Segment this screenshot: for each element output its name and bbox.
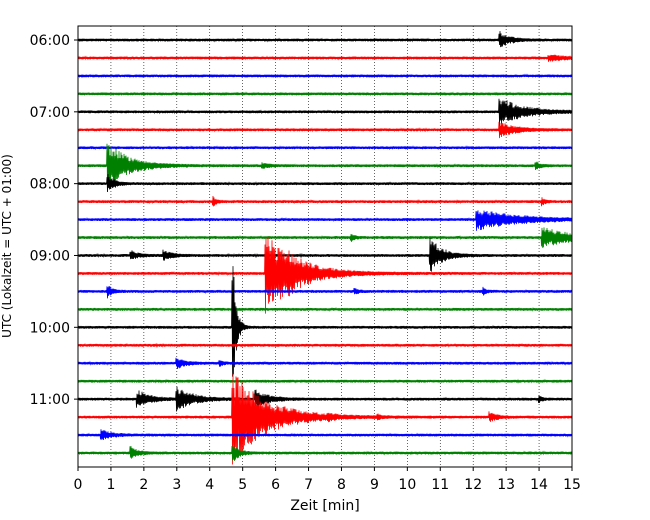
- trace-line: [77, 121, 573, 139]
- x-tick-label: 7: [304, 477, 313, 493]
- trace-line: [77, 238, 573, 272]
- trace-line: [77, 357, 573, 369]
- trace-line: [77, 236, 573, 314]
- x-tick-label: 15: [563, 477, 581, 493]
- trace-line: [77, 31, 573, 48]
- x-axis-label: Zeit [min]: [290, 498, 359, 514]
- trace-line: [77, 91, 573, 97]
- y-tick-label: 07:00: [30, 105, 70, 121]
- trace-line: [77, 210, 573, 231]
- trace-line: [77, 285, 573, 299]
- y-axis-label: UTC (Lokalzeit = UTC + 01:00): [0, 154, 14, 338]
- x-tick-label: 1: [106, 477, 115, 493]
- x-tick-label: 9: [370, 477, 379, 493]
- x-tick-label: 14: [530, 477, 548, 493]
- x-tick-label: 12: [464, 477, 482, 493]
- trace-line: [77, 196, 573, 207]
- trace-line: [77, 429, 573, 441]
- y-tick-label: 10:00: [30, 320, 70, 336]
- x-axis-ticks: 0 1 2 3 4 5 6 7 8 9 10 11 12 13 14 15: [74, 467, 581, 493]
- x-tick-label: 11: [431, 477, 449, 493]
- trace-line: [77, 266, 573, 377]
- x-tick-label: 4: [205, 477, 214, 493]
- trace-line: [77, 227, 573, 248]
- x-tick-label: 5: [238, 477, 247, 493]
- trace-line: [77, 145, 573, 151]
- trace-line: [77, 54, 573, 62]
- y-tick-label: 08:00: [30, 177, 70, 193]
- trace-line: [77, 446, 573, 461]
- trace-line: [77, 73, 573, 79]
- trace-line: [77, 378, 573, 384]
- trace-line: [77, 143, 573, 192]
- trace-line: [77, 98, 573, 127]
- x-tick-label: 13: [497, 477, 515, 493]
- x-tick-label: 6: [271, 477, 280, 493]
- y-axis-ticks: 06:00 07:00 08:00 09:00 10:00 11:00: [30, 33, 78, 408]
- x-tick-label: 3: [172, 477, 181, 493]
- y-tick-label: 06:00: [30, 33, 70, 49]
- plot-frame: [77, 25, 573, 468]
- x-tick-label: 0: [74, 477, 83, 493]
- trace-line: [77, 174, 573, 192]
- trace-line: [77, 386, 573, 412]
- y-tick-label: 09:00: [30, 248, 70, 264]
- x-tick-label: 10: [398, 477, 416, 493]
- y-tick-label: 11:00: [30, 392, 70, 408]
- trace-line: [77, 306, 573, 312]
- trace-line: [77, 342, 573, 348]
- x-tick-label: 8: [337, 477, 346, 493]
- seismic-traces: [77, 31, 573, 465]
- trace-line: [77, 373, 573, 465]
- x-tick-label: 2: [139, 477, 148, 493]
